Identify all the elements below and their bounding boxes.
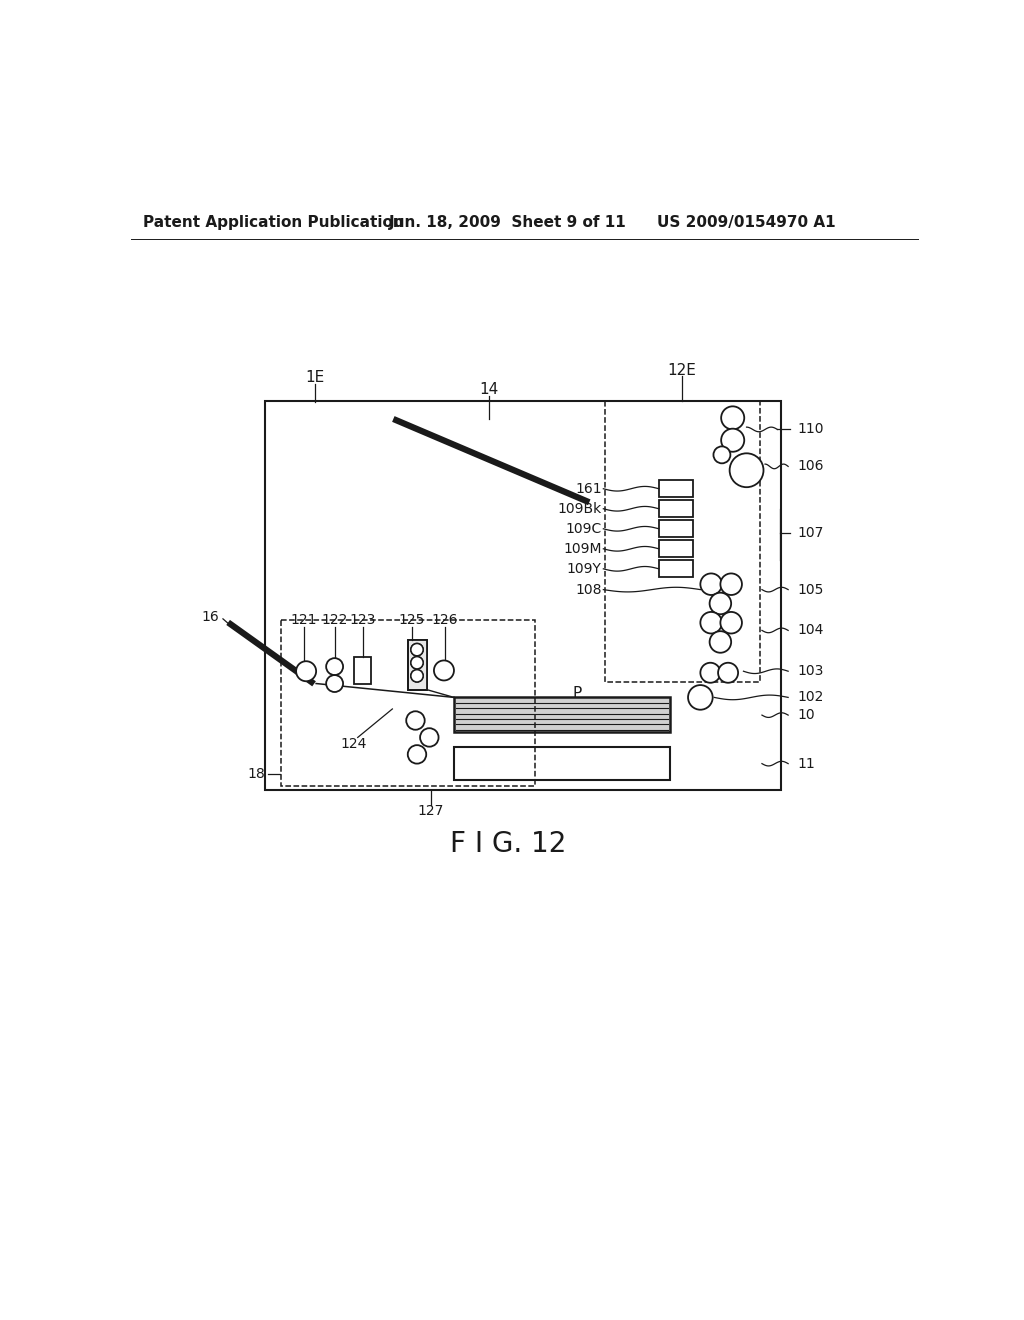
Circle shape bbox=[710, 593, 731, 614]
Circle shape bbox=[408, 744, 426, 763]
Text: 110: 110 bbox=[798, 422, 824, 437]
Circle shape bbox=[420, 729, 438, 747]
Circle shape bbox=[721, 429, 744, 451]
Text: 16: 16 bbox=[202, 610, 219, 623]
Bar bbox=[408, 640, 427, 689]
Circle shape bbox=[720, 573, 742, 595]
Circle shape bbox=[700, 663, 720, 682]
Text: 126: 126 bbox=[431, 614, 458, 627]
Text: 122: 122 bbox=[322, 614, 348, 627]
Bar bbox=[658, 560, 693, 577]
Text: F I G. 12: F I G. 12 bbox=[450, 830, 566, 858]
Circle shape bbox=[700, 612, 722, 634]
Text: 125: 125 bbox=[398, 614, 425, 627]
Text: 124: 124 bbox=[341, 737, 367, 751]
Text: 18: 18 bbox=[248, 767, 265, 781]
Circle shape bbox=[714, 446, 730, 463]
Bar bbox=[454, 697, 670, 733]
Circle shape bbox=[721, 407, 744, 429]
Bar bbox=[354, 657, 371, 684]
Text: 10: 10 bbox=[798, 708, 815, 722]
Circle shape bbox=[407, 711, 425, 730]
Text: 104: 104 bbox=[798, 623, 823, 638]
Text: Patent Application Publication: Patent Application Publication bbox=[142, 215, 403, 230]
Bar bbox=[658, 500, 693, 517]
Circle shape bbox=[411, 669, 423, 682]
Bar bbox=[605, 401, 761, 682]
Text: 109M: 109M bbox=[563, 541, 602, 556]
Circle shape bbox=[411, 644, 423, 656]
Text: Jun. 18, 2009  Sheet 9 of 11: Jun. 18, 2009 Sheet 9 of 11 bbox=[389, 215, 627, 230]
Circle shape bbox=[434, 660, 454, 681]
Text: 1E: 1E bbox=[306, 371, 325, 385]
Bar bbox=[265, 401, 781, 789]
Circle shape bbox=[326, 675, 343, 692]
Text: 12E: 12E bbox=[668, 363, 696, 378]
Text: 11: 11 bbox=[798, 756, 815, 771]
Text: 109C: 109C bbox=[565, 521, 602, 536]
Circle shape bbox=[326, 659, 343, 675]
Text: US 2009/0154970 A1: US 2009/0154970 A1 bbox=[657, 215, 836, 230]
Bar bbox=[658, 520, 693, 537]
Circle shape bbox=[411, 656, 423, 669]
Circle shape bbox=[411, 669, 423, 682]
Text: 109Y: 109Y bbox=[567, 562, 602, 576]
Text: 109Bk: 109Bk bbox=[557, 502, 602, 516]
Circle shape bbox=[296, 661, 316, 681]
Circle shape bbox=[700, 573, 722, 595]
Circle shape bbox=[411, 656, 423, 669]
Circle shape bbox=[411, 644, 423, 656]
Bar bbox=[410, 640, 427, 689]
Text: 103: 103 bbox=[798, 664, 823, 678]
Text: 102: 102 bbox=[798, 690, 823, 705]
Bar bbox=[658, 480, 693, 498]
Circle shape bbox=[718, 663, 738, 682]
Text: P: P bbox=[572, 686, 582, 701]
Text: 107: 107 bbox=[798, 527, 823, 540]
Bar bbox=[281, 620, 535, 785]
Text: 121: 121 bbox=[291, 614, 317, 627]
Bar bbox=[408, 640, 427, 689]
Text: 108: 108 bbox=[575, 582, 602, 597]
Circle shape bbox=[730, 453, 764, 487]
Text: 123: 123 bbox=[350, 614, 376, 627]
Text: 14: 14 bbox=[479, 381, 499, 397]
Bar bbox=[658, 540, 693, 557]
Text: 105: 105 bbox=[798, 582, 823, 597]
Circle shape bbox=[720, 612, 742, 634]
Text: 106: 106 bbox=[798, 459, 824, 474]
Text: 127: 127 bbox=[418, 804, 444, 818]
Text: 161: 161 bbox=[575, 482, 602, 496]
Bar bbox=[454, 747, 670, 780]
Circle shape bbox=[710, 631, 731, 653]
Circle shape bbox=[688, 685, 713, 710]
